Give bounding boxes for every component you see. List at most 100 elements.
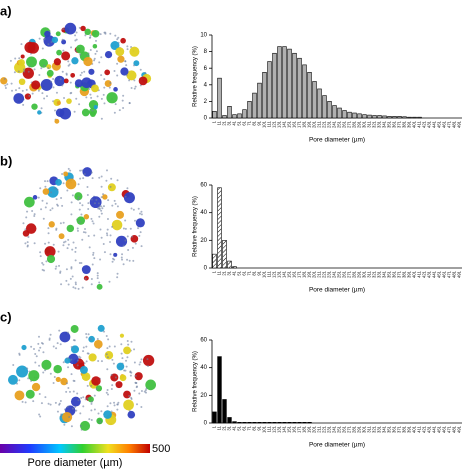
- pore: [100, 212, 103, 215]
- pore: [110, 388, 113, 391]
- x-tick-label: 211: [317, 120, 322, 127]
- bar: [227, 106, 232, 119]
- x-tick-label: 341: [382, 425, 387, 433]
- pore: [100, 175, 103, 178]
- pore: [72, 407, 75, 410]
- x-tick-label: 261: [342, 120, 347, 128]
- pore: [27, 70, 30, 73]
- bar: [397, 116, 402, 119]
- pore: [124, 227, 127, 230]
- pore: [92, 43, 98, 49]
- pore: [84, 277, 87, 280]
- pore: [89, 338, 92, 341]
- pore: [65, 279, 68, 282]
- pore: [136, 403, 139, 406]
- pore: [54, 267, 57, 270]
- x-tick-label: 271: [347, 120, 352, 128]
- x-tick-label: 241: [332, 120, 337, 128]
- pore: [126, 45, 129, 48]
- pore: [64, 357, 71, 364]
- pore: [88, 335, 95, 343]
- pore: [114, 34, 117, 37]
- y-tick-label: 0: [204, 266, 208, 272]
- pore: [67, 60, 70, 63]
- pore: [67, 64, 70, 67]
- pore: [102, 205, 105, 208]
- pore: [47, 402, 50, 405]
- bar: [232, 114, 237, 119]
- pore: [67, 283, 70, 286]
- pore: [71, 345, 80, 354]
- pore: [100, 196, 103, 199]
- x-tick-label: 71: [247, 270, 252, 275]
- x-tick-label: 461: [442, 425, 447, 433]
- pore: [48, 221, 55, 228]
- pore: [91, 84, 99, 93]
- bar: [317, 88, 322, 119]
- bar: [287, 48, 292, 119]
- pore: [21, 89, 24, 92]
- pore: [49, 372, 52, 375]
- pore: [133, 348, 136, 351]
- pore: [75, 44, 85, 54]
- pore: [14, 89, 17, 92]
- pore: [80, 262, 83, 265]
- pore: [93, 234, 96, 237]
- x-tick-label: 111: [267, 425, 272, 432]
- pore: [131, 246, 134, 249]
- x-tick-label: 221: [322, 270, 327, 278]
- x-tick-label: 301: [362, 120, 367, 128]
- x-tick-label: 21: [222, 120, 227, 125]
- pore: [85, 336, 88, 339]
- x-tick-label: 451: [437, 270, 442, 278]
- x-tick-label: 331: [377, 120, 382, 128]
- pore: [41, 268, 44, 271]
- x-tick-label: 431: [427, 270, 432, 278]
- pore: [55, 198, 58, 201]
- pore: [108, 345, 111, 348]
- pore: [62, 221, 65, 224]
- pore: [110, 410, 113, 413]
- x-tick-label: 51: [237, 270, 242, 275]
- pore: [42, 351, 45, 354]
- pore: [105, 232, 108, 235]
- pore: [56, 410, 59, 413]
- y-tick-label: 60: [200, 338, 207, 344]
- x-tick-label: 131: [277, 120, 282, 128]
- bar: [232, 266, 237, 269]
- pore: [129, 46, 140, 57]
- pore: [50, 80, 53, 83]
- bar: [222, 115, 227, 119]
- pore: [34, 352, 37, 355]
- x-tick-label: 281: [352, 120, 357, 128]
- pore: [124, 60, 127, 63]
- pore: [128, 259, 131, 262]
- pore: [63, 171, 69, 177]
- pore: [86, 397, 89, 400]
- pore: [106, 228, 109, 231]
- pore: [102, 243, 105, 246]
- x-tick-label: 471: [447, 120, 452, 128]
- pore: [46, 69, 54, 77]
- pore: [59, 78, 62, 81]
- pore: [53, 187, 56, 190]
- x-tick-label: 61: [242, 120, 247, 125]
- pore: [70, 325, 79, 333]
- pore: [79, 202, 82, 205]
- pore: [73, 380, 76, 383]
- pore: [32, 195, 38, 200]
- pore: [75, 97, 78, 100]
- x-tick-label: 61: [242, 270, 247, 275]
- pore: [123, 390, 131, 399]
- pore: [18, 87, 21, 90]
- pore: [32, 347, 35, 350]
- x-tick-label: 291: [357, 270, 362, 278]
- pore: [64, 240, 67, 243]
- pore: [4, 84, 7, 87]
- pore: [104, 80, 112, 88]
- pore: [61, 39, 67, 45]
- pore: [52, 243, 55, 246]
- x-tick-label: 371: [397, 120, 402, 128]
- pore: [138, 363, 141, 366]
- x-tick-label: 261: [342, 425, 347, 433]
